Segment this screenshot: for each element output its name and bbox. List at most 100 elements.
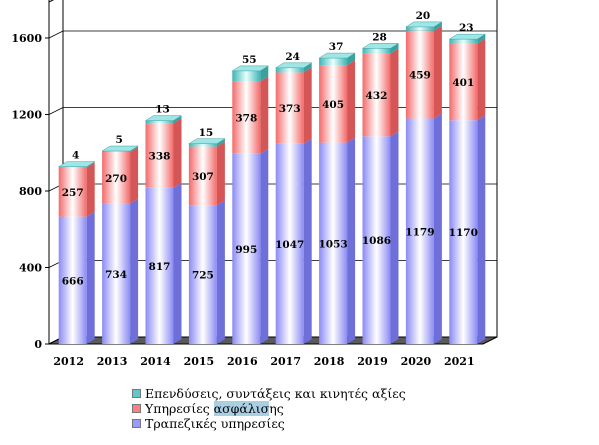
x-tick-label-2016: 2016 [227,355,258,368]
bar-banking-2013 [102,203,131,344]
data-label-insurance-2015: 307 [192,171,214,183]
bar-side-banking-2014 [173,182,182,344]
bar-side-insurance-2020 [433,25,442,119]
bar-investments-2019 [362,48,391,54]
data-label-investments-2020: 20 [416,10,431,22]
bar-top-2013 [101,145,139,152]
data-label-banking-2014: 817 [149,261,171,273]
bar-insurance-2013 [102,151,131,204]
y-tick-label-0: 0 [34,338,42,351]
legend-swatch-blue [132,419,141,428]
y-tick-label-800: 800 [19,185,42,198]
bar-top-2016 [231,65,270,72]
bar-top-2021 [448,33,487,40]
bar-banking-2017 [275,143,304,344]
bar-investments-2013 [102,151,131,152]
legend: Επενδύσεις, συντάξεις και κινητές αξίες … [132,386,406,431]
data-label-investments-2014: 13 [155,104,170,116]
bar-banking-2016 [232,153,261,344]
bar-top-2019 [361,43,400,49]
bar-side-insurance-2013 [130,146,139,204]
legend-swatch-red [132,404,141,413]
bar-side-banking-2017 [303,138,312,344]
data-label-investments-2013: 5 [115,134,122,146]
bar-top-2020 [405,21,443,28]
y-tick-label-1600: 1600 [11,32,42,45]
bar-insurance-2017 [275,72,304,144]
data-labels: 666 257 4 734 270 5 817 338 13 725 307 15 995 378 55 10… [62,10,478,287]
bar-banking-2012 [58,216,87,344]
bar-side-investments-2021 [477,34,486,44]
bar-investments-2012 [58,166,87,168]
data-label-investments-2012: 4 [72,150,79,162]
legend-label-investments: Επενδύσεις, συντάξεις και κινητές αξίες [145,386,406,401]
bar-insurance-2019 [362,53,391,137]
bar-banking-2014 [145,187,174,344]
bar-side-investments-2019 [390,43,399,54]
data-label-banking-2018: 1053 [318,238,347,250]
bar-side-insurance-2017 [303,67,312,144]
bar-side-insurance-2021 [477,38,486,121]
bar-top-2018 [318,52,356,59]
data-label-insurance-2014: 338 [149,150,171,162]
bar-banking-2018 [319,142,348,344]
data-label-investments-2017: 24 [285,51,300,63]
data-label-banking-2020: 1179 [405,226,434,238]
data-label-banking-2019: 1086 [362,235,391,247]
data-label-investments-2016: 55 [242,54,257,66]
bar-side-insurance-2014 [173,118,182,188]
bar-side-investments-2014 [173,115,182,124]
bar-banking-2019 [362,136,391,344]
x-tick-label-2012: 2012 [53,355,84,368]
bar-side-banking-2018 [347,137,356,344]
bar-investments-2015 [188,143,217,147]
bar-insurance-2014 [145,123,174,188]
bar-insurance-2021 [449,43,478,121]
x-tick-label-2014: 2014 [140,355,171,368]
bar-side-insurance-2016 [260,76,269,154]
x-tick-label-2020: 2020 [401,355,432,368]
data-label-insurance-2020: 459 [409,70,431,82]
x-tick-label-2018: 2018 [314,355,345,368]
legend-label-insurance-part2: ης [269,401,284,416]
bar-insurance-2015 [188,146,217,206]
bar-side-investments-2015 [216,138,225,147]
x-tick-label-2013: 2013 [97,355,128,368]
legend-swatch-teal [132,389,141,398]
data-label-insurance-2019: 432 [366,90,388,102]
bar-insurance-2020 [405,30,434,119]
bar-side-investments-2017 [303,62,312,73]
bar-side-insurance-2015 [216,141,225,206]
bar-side-investments-2018 [347,53,356,66]
bar-side-insurance-2018 [347,60,356,143]
bars [57,21,487,344]
bar-investments-2021 [449,39,478,44]
data-label-banking-2012: 666 [62,275,84,287]
bar-top-2017 [274,62,313,69]
bar-top-2014 [144,115,183,121]
bar-side-banking-2020 [433,113,442,344]
data-label-investments-2015: 15 [199,127,214,139]
bar-banking-2015 [188,205,217,344]
bar-side-banking-2019 [390,131,399,344]
bar-banking-2021 [449,120,478,344]
data-label-banking-2021: 1170 [449,227,478,239]
bar-investments-2014 [145,120,174,124]
legend-label-banking: Τραπεζικές υπηρεσίες [145,416,285,431]
bar-side-banking-2013 [130,198,139,344]
data-label-banking-2013: 734 [105,269,127,281]
bar-investments-2018 [319,58,348,66]
bar-side-banking-2016 [260,148,269,344]
legend-label-insurance-highlight: ασφάλισ [213,401,270,416]
data-label-insurance-2017: 373 [279,103,301,115]
data-label-insurance-2016: 378 [235,113,257,125]
x-tick-label-2017: 2017 [270,355,301,368]
data-label-investments-2018: 37 [329,41,344,53]
bar-banking-2020 [405,118,434,344]
bar-side-investments-2020 [433,21,442,31]
bar-side-banking-2021 [477,115,486,344]
data-label-investments-2021: 23 [459,22,474,34]
bar-insurance-2012 [58,167,87,217]
bar-side-banking-2015 [216,200,225,344]
